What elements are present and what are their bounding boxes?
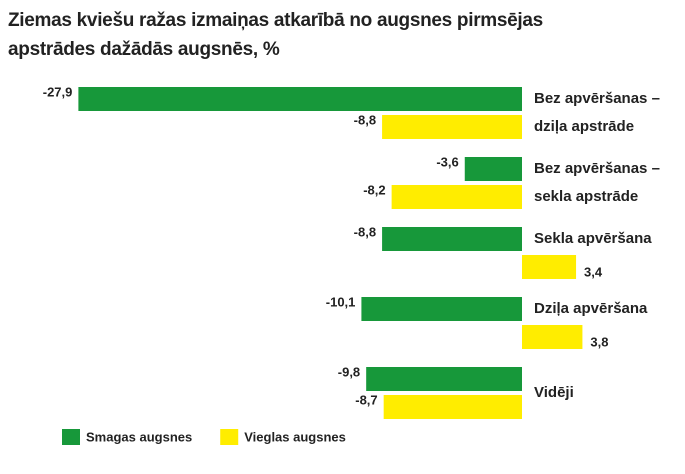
bar bbox=[382, 115, 522, 139]
bar bbox=[361, 297, 522, 321]
bar bbox=[522, 325, 583, 349]
legend-label: Vieglas augsnes bbox=[244, 429, 346, 444]
value-label: -9,8 bbox=[338, 364, 360, 379]
bar bbox=[78, 87, 522, 111]
legend-swatch bbox=[220, 429, 239, 445]
bar bbox=[366, 367, 522, 391]
value-label: -8,2 bbox=[363, 182, 385, 197]
category-label: Bez apvēršanas – bbox=[534, 90, 660, 107]
category-label: dziļa apstrāde bbox=[534, 118, 634, 135]
value-label: -8,8 bbox=[354, 224, 376, 239]
bar bbox=[522, 255, 577, 279]
legend-swatch bbox=[62, 429, 80, 445]
bar bbox=[382, 227, 522, 251]
legend-label: Smagas augsnes bbox=[86, 429, 192, 444]
value-label: -10,1 bbox=[326, 294, 356, 309]
category-label: Vidēji bbox=[534, 384, 574, 401]
value-label: -27,9 bbox=[43, 84, 73, 99]
chart-title: Ziemas kviešu ražas izmaiņas atkarībā no… bbox=[8, 10, 543, 60]
value-label: -8,7 bbox=[355, 392, 377, 407]
category-label: Dziļa apvēršana bbox=[534, 300, 648, 317]
bar bbox=[383, 395, 522, 419]
value-label: -3,6 bbox=[436, 154, 458, 169]
category-label: sekla apstrāde bbox=[534, 188, 638, 205]
value-label: 3,8 bbox=[590, 334, 608, 349]
bar bbox=[391, 185, 522, 209]
bar bbox=[464, 157, 522, 181]
value-label: -8,8 bbox=[354, 112, 376, 127]
category-label: Bez apvēršanas – bbox=[534, 160, 660, 177]
value-label: 3,4 bbox=[584, 264, 603, 279]
category-label: Sekla apvēršana bbox=[534, 230, 652, 247]
